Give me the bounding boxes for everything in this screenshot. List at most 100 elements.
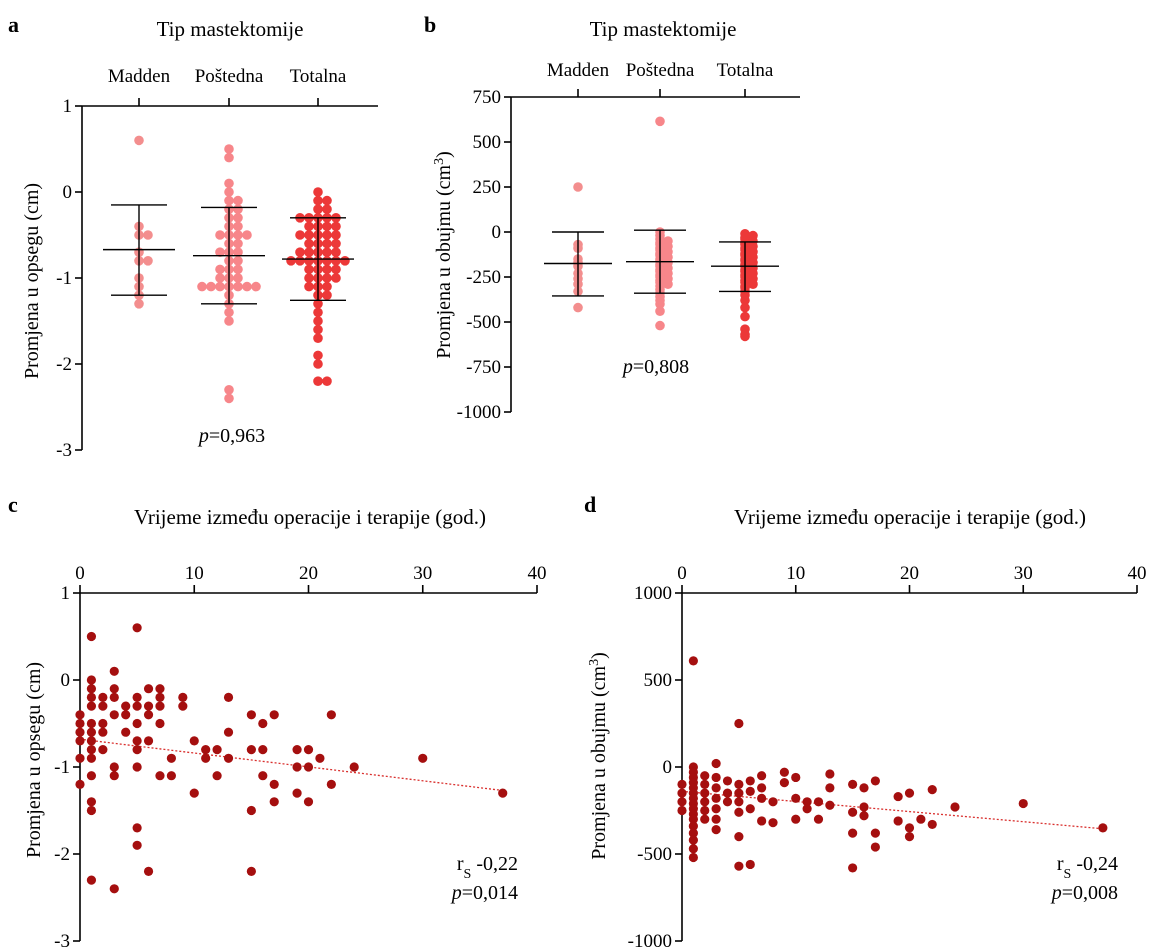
data-point (848, 779, 858, 790)
data-point (740, 311, 750, 322)
panel-d-marks (677, 656, 1108, 873)
data-point (292, 788, 302, 798)
panel-b-letter: b (424, 12, 436, 37)
data-point (734, 779, 744, 790)
y-tick-label: 500 (644, 670, 673, 691)
data-point (711, 804, 721, 814)
data-point (224, 144, 234, 154)
data-point (722, 776, 733, 786)
data-point (313, 324, 323, 335)
data-point (98, 727, 108, 737)
data-point (322, 273, 332, 283)
data-point (86, 718, 97, 729)
data-point (215, 273, 225, 283)
data-point (331, 230, 341, 240)
data-point (655, 116, 665, 127)
data-point (313, 333, 323, 344)
data-point (132, 623, 142, 633)
panel-c-title: Vrijeme između operacije i terapije (god… (134, 505, 486, 529)
data-point (242, 281, 252, 292)
data-point (98, 701, 108, 711)
panel-c-y-axis-label: Promjena u opsegu (cm) (23, 662, 45, 858)
y-tick-label: 0 (663, 757, 673, 778)
data-point (825, 783, 835, 793)
data-point (223, 692, 234, 703)
data-point (304, 255, 314, 266)
data-point (848, 863, 858, 873)
data-point (233, 195, 243, 206)
data-point (98, 718, 108, 729)
data-point (86, 727, 97, 737)
y-tick-label: 1 (63, 96, 73, 117)
panel-d: d Vrijeme između operacije i terapije (g… (584, 492, 1147, 948)
data-point (109, 692, 119, 703)
data-point (178, 701, 188, 711)
data-point (155, 718, 165, 729)
data-point (745, 786, 755, 796)
data-point (143, 866, 154, 877)
data-point (825, 769, 835, 779)
panel-d-axes: 1000 500 0 -500 -1000 0 10 20 30 40 (628, 563, 1147, 948)
data-point (86, 736, 97, 746)
data-point (322, 290, 332, 301)
data-point (215, 264, 225, 275)
data-point (677, 788, 687, 798)
data-point (134, 135, 144, 146)
data-point (132, 692, 142, 703)
data-point (711, 772, 721, 783)
y-tick-label: 0 (492, 222, 502, 243)
data-point (143, 230, 153, 240)
data-point (292, 762, 302, 772)
data-point (109, 762, 119, 772)
data-point (143, 736, 154, 746)
data-point (212, 771, 222, 781)
data-point (224, 307, 234, 318)
data-point (313, 195, 323, 206)
data-point (189, 736, 199, 746)
data-point (734, 861, 744, 871)
data-point (322, 255, 332, 266)
category-label-totalna: Totalna (717, 60, 774, 81)
data-point (331, 247, 341, 257)
data-point (916, 814, 926, 824)
data-point (155, 771, 165, 781)
data-point (655, 306, 665, 317)
y-tick-label: -1 (54, 757, 70, 778)
category-label-postedna: Poštedna (195, 66, 264, 87)
panel-a-category-labels: Madden Poštedna Totalna (108, 66, 347, 87)
data-point (132, 823, 142, 833)
panel-c-p-value: p=0,014 (450, 882, 518, 904)
data-point (1018, 798, 1028, 809)
data-point (573, 302, 583, 313)
data-point (813, 814, 824, 824)
panel-c-marks (75, 623, 508, 894)
data-point (893, 791, 903, 802)
data-point (75, 710, 85, 720)
data-point (745, 776, 755, 786)
y-tick-label: 1 (61, 583, 71, 604)
data-point (143, 684, 154, 694)
data-point (304, 264, 314, 275)
data-point (313, 316, 323, 326)
data-point (711, 814, 721, 824)
data-point (224, 393, 234, 404)
data-point (109, 884, 119, 894)
data-point (779, 767, 789, 777)
y-tick-label: -500 (466, 312, 501, 333)
data-point (132, 701, 142, 711)
data-point (233, 213, 243, 223)
y-tick-label: -2 (56, 354, 72, 375)
data-point (734, 832, 744, 842)
data-point (286, 255, 296, 266)
data-point (132, 745, 142, 755)
panel-a-p-value: p=0,963 (197, 425, 265, 447)
data-point (688, 835, 698, 845)
data-point (155, 684, 165, 694)
panel-b-p-value: p=0,808 (621, 356, 689, 378)
x-tick-label: 10 (786, 563, 805, 584)
data-point (86, 675, 97, 685)
data-point (201, 753, 211, 763)
data-point (655, 320, 665, 331)
data-point (75, 753, 85, 763)
x-tick-label: 30 (1014, 563, 1033, 584)
